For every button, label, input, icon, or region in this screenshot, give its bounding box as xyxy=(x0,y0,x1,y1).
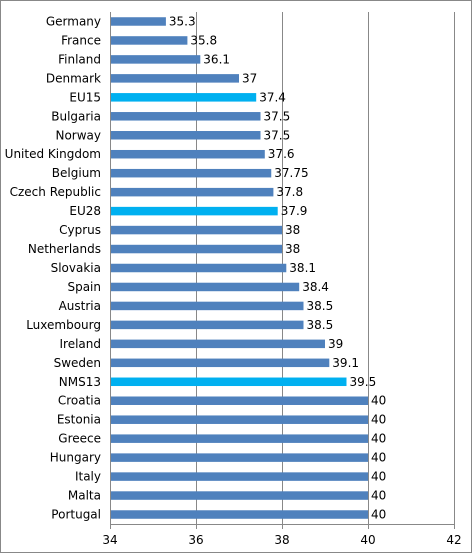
bar-finland xyxy=(110,55,201,64)
data-label: 39.5 xyxy=(350,375,377,389)
x-tick-label: 42 xyxy=(446,533,461,547)
bar-sweden xyxy=(110,358,330,368)
data-label: 38 xyxy=(285,242,300,256)
bar-luxembourg xyxy=(110,320,304,330)
category-label: Italy xyxy=(75,470,101,484)
bar-germany xyxy=(110,17,166,26)
data-label: 37.8 xyxy=(276,185,303,199)
category-label: Portugal xyxy=(51,508,101,522)
category-label: Bulgaria xyxy=(51,109,101,123)
bar-netherlands xyxy=(110,244,282,254)
x-tick-label: 38 xyxy=(274,533,289,547)
bar-malta xyxy=(110,491,368,500)
bar-estonia xyxy=(110,415,368,424)
category-label: Denmark xyxy=(46,71,101,85)
bar-bulgaria xyxy=(110,112,261,121)
data-label: 37.75 xyxy=(274,166,308,180)
data-label: 37.4 xyxy=(259,90,286,104)
bar-spain xyxy=(110,282,300,292)
data-label: 37.9 xyxy=(281,204,308,218)
data-label: 40 xyxy=(371,451,386,465)
bar-ireland xyxy=(110,339,325,349)
bar-greece xyxy=(110,434,368,443)
data-label: 40 xyxy=(371,508,386,522)
category-label: United Kingdom xyxy=(5,147,101,161)
x-axis: 34 36 38 40 42 xyxy=(102,12,462,547)
data-label: 35.8 xyxy=(190,33,217,47)
bar-portugal xyxy=(110,510,368,519)
bar-united-kingdom xyxy=(110,149,265,159)
data-label: 38 xyxy=(285,223,300,237)
data-label: 40 xyxy=(371,394,386,408)
category-label: Netherlands xyxy=(28,242,101,256)
category-label: Finland xyxy=(58,52,101,66)
bar-slovakia xyxy=(110,263,287,273)
bar-nms13 xyxy=(110,377,347,387)
category-label: Belgium xyxy=(52,166,101,180)
category-label: Germany xyxy=(46,14,101,28)
bar-eu28 xyxy=(110,206,278,216)
bar-eu15 xyxy=(110,93,257,102)
bar-croatia xyxy=(110,396,368,405)
x-tick-label: 36 xyxy=(188,533,203,547)
data-label: 36.1 xyxy=(203,52,230,66)
data-label: 38.1 xyxy=(289,261,316,275)
category-label: Croatia xyxy=(58,394,101,408)
category-label: NMS13 xyxy=(59,375,101,389)
data-label: 37 xyxy=(242,71,257,85)
category-label: Greece xyxy=(58,432,101,446)
category-label: Hungary xyxy=(50,451,101,465)
data-label: 39 xyxy=(328,337,343,351)
bar-belgium xyxy=(110,168,272,178)
data-label: 37.6 xyxy=(268,147,295,161)
category-label: Slovakia xyxy=(51,261,101,275)
data-label: 40 xyxy=(371,489,386,503)
category-label: Norway xyxy=(55,128,101,142)
data-label: 39.1 xyxy=(332,356,359,370)
category-label: Estonia xyxy=(57,413,101,427)
category-label: Spain xyxy=(67,280,101,294)
x-tick-label: 40 xyxy=(360,533,375,547)
bar-austria xyxy=(110,301,304,311)
bar-italy xyxy=(110,472,368,481)
data-label: 40 xyxy=(371,413,386,427)
category-label: EU15 xyxy=(69,90,101,104)
bar-cyprus xyxy=(110,225,282,235)
category-label: Malta xyxy=(68,489,101,503)
data-label: 38.5 xyxy=(307,299,334,313)
bar-hungary xyxy=(110,453,368,462)
category-label: Austria xyxy=(59,299,101,313)
bars xyxy=(110,17,368,519)
category-label: Cyprus xyxy=(59,223,101,237)
data-label: 37.5 xyxy=(264,109,291,123)
category-label: Luxembourg xyxy=(26,318,101,332)
data-label: 40 xyxy=(371,432,386,446)
data-label: 35.3 xyxy=(169,14,196,28)
bar-norway xyxy=(110,131,261,140)
category-label: EU28 xyxy=(69,204,101,218)
bar-czech-republic xyxy=(110,187,274,197)
category-label: Czech Republic xyxy=(10,185,101,199)
category-labels: Germany France Finland Denmark EU15 Bulgaria N… xyxy=(5,14,101,521)
data-label: 38.4 xyxy=(302,280,329,294)
data-label: 38.5 xyxy=(307,318,334,332)
category-label: France xyxy=(61,33,101,47)
bar-denmark xyxy=(110,74,239,83)
category-label: Sweden xyxy=(54,356,101,370)
data-label: 40 xyxy=(371,470,386,484)
category-label: Ireland xyxy=(59,337,101,351)
x-tick-label: 34 xyxy=(102,533,117,547)
bar-france xyxy=(110,36,188,45)
data-label: 37.5 xyxy=(264,128,291,142)
